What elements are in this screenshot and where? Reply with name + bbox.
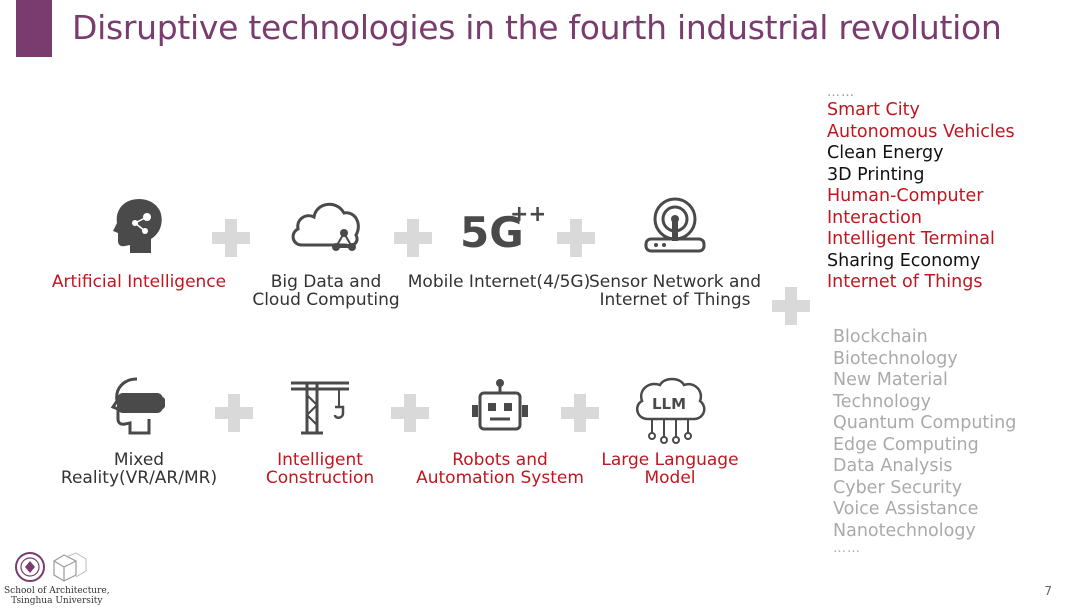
plus-icon [557, 219, 595, 257]
plus-icon [394, 219, 432, 257]
tech-label: Mixed Reality(VR/AR/MR) [60, 450, 218, 488]
svg-text:LLM: LLM [652, 395, 686, 413]
svg-text:++: ++ [510, 202, 544, 227]
title-accent-bar [16, 0, 52, 57]
list-item: Intelligent Terminal [827, 229, 995, 249]
list-item: Edge Computing [833, 434, 979, 455]
ai-head-icon [113, 199, 162, 253]
5g-icon: 5G ++ [460, 202, 544, 257]
list-item: Technology [833, 391, 932, 412]
plus-icon [212, 219, 250, 257]
crane-icon [291, 381, 349, 435]
key-technologies-list: …… Smart City Autonomous Vehicles Clean En… [827, 86, 1015, 294]
list-item: Smart City [827, 100, 920, 120]
tech-sensor-network: Sensor Network and Internet of Things [580, 195, 770, 309]
tech-llm: LLM Large Language Model [575, 375, 765, 487]
slide-title: Disruptive technologies in the fourth in… [72, 8, 1002, 47]
university-logo-icon [15, 552, 87, 582]
tech-mixed-reality: Mixed Reality(VR/AR/MR) [44, 375, 234, 487]
list-item: Internet of Things [827, 272, 983, 292]
tech-mobile-internet: 5G ++ Mobile Internet(4/5G) [404, 195, 594, 291]
sensor-icon [644, 197, 706, 253]
vr-headset-icon [110, 377, 165, 435]
list-item: Human-Computer [827, 186, 984, 206]
tech-label: Large Language Model [601, 450, 739, 488]
list-item: Quantum Computing [833, 413, 1017, 433]
tech-big-data: Big Data and Cloud Computing [231, 195, 421, 309]
plus-icon [772, 287, 810, 325]
tech-label: Artificial Intelligence [51, 272, 227, 292]
list-item: Autonomous Vehicles [827, 121, 1015, 142]
tech-ai: Artificial Intelligence [44, 195, 234, 291]
list-item: Nanotechnology [833, 520, 976, 541]
emerging-technologies-list: Blockchain Biotechnology New Material Techn… [833, 327, 1016, 556]
tech-label: Big Data and Cloud Computing [252, 272, 400, 310]
list-item: Cyber Security [833, 477, 963, 498]
tech-intelligent-construction: Intelligent Construction [225, 375, 415, 487]
plus-icon [215, 394, 253, 432]
svg-text:5G: 5G [460, 208, 524, 257]
list-item: Sharing Economy [827, 250, 981, 271]
list-item: Data Analysis [833, 456, 953, 476]
list-item: Clean Energy [827, 143, 944, 163]
list-item: New Material [833, 370, 948, 390]
tech-robots: Robots and Automation System [405, 375, 595, 487]
list-item: Voice Assistance [833, 499, 979, 519]
list-item: Biotechnology [833, 348, 958, 369]
ellipsis: …… [833, 541, 861, 556]
page-number: 7 [1044, 584, 1052, 598]
ellipsis: …… [827, 85, 855, 100]
tech-label: Robots and Automation System [416, 450, 584, 488]
plus-icon [391, 394, 429, 432]
school-label: School of Architecture, Tsinghua Univers… [4, 586, 110, 606]
cloud-icon [291, 202, 360, 251]
tech-label: Mobile Internet(4/5G) [407, 272, 591, 292]
plus-icon [561, 394, 599, 432]
tech-label: Intelligent Construction [265, 450, 375, 488]
llm-brain-icon: LLM [635, 377, 706, 444]
robot-icon [472, 379, 528, 431]
list-item: Blockchain [833, 327, 928, 347]
tech-label: Sensor Network and Internet of Things [588, 272, 762, 310]
list-item: Interaction [827, 207, 922, 228]
school-name: School of Architecture, Tsinghua Univers… [4, 586, 110, 606]
list-item: 3D Printing [827, 164, 925, 185]
